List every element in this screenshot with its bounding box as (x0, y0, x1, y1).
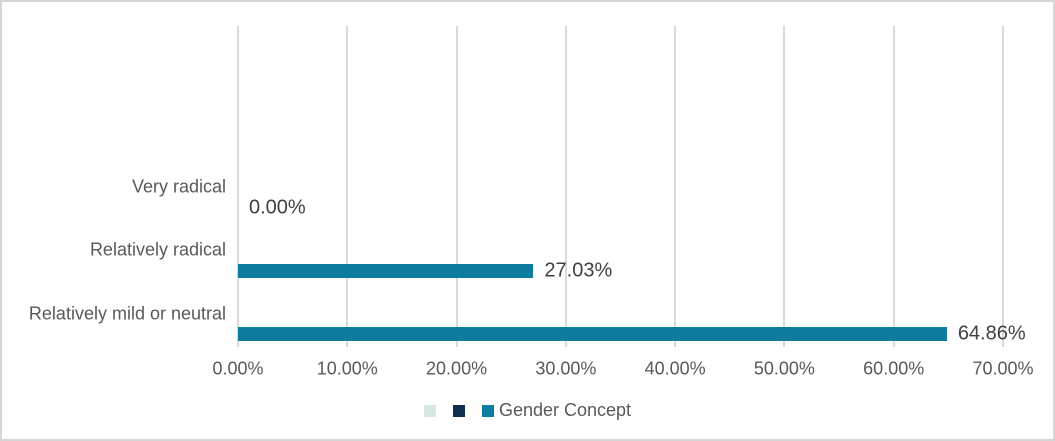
data-label: 0.00% (249, 196, 306, 218)
bar-relatively-mild-or-neutral (238, 327, 947, 341)
x-axis-tick-label: 60.00% (863, 358, 925, 379)
x-axis-tick-label: 50.00% (753, 358, 815, 379)
legend-swatch-icon (452, 404, 465, 417)
category-label: Very radical (131, 176, 226, 197)
legend-swatch-icon (423, 404, 436, 417)
gridline-70.00% (1002, 26, 1004, 347)
x-axis-tick-label: 40.00% (644, 358, 706, 379)
category-label: Relatively mild or neutral (28, 303, 226, 323)
x-axis-tick-label: 10.00% (316, 358, 378, 379)
gridline-0.00% (237, 26, 239, 347)
legend-item: Gender Concept (481, 400, 632, 421)
x-axis-tick-label: 70.00% (972, 358, 1034, 379)
gridline-30.00% (564, 26, 567, 347)
legend-label: Gender Concept (498, 400, 632, 420)
gridline-20.00% (455, 26, 458, 347)
category-label: Relatively radical (89, 239, 226, 260)
legend: Gender Concept (2, 400, 1053, 421)
legend-item (452, 404, 465, 417)
data-label: 27.03% (544, 259, 613, 282)
x-axis-tick-label: 20.00% (426, 358, 488, 379)
x-axis-tick-label: 30.00% (535, 358, 597, 379)
gridline-40.00% (674, 26, 677, 347)
gridline-60.00% (892, 26, 895, 347)
gridline-10.00% (346, 26, 349, 347)
data-label: 64.86% (957, 322, 1026, 345)
x-axis-tick-label: 0.00% (212, 358, 264, 379)
gridline-50.00% (783, 26, 786, 347)
legend-item (423, 404, 436, 417)
bar-relatively-radical (238, 263, 534, 278)
legend-swatch-icon (481, 404, 494, 417)
